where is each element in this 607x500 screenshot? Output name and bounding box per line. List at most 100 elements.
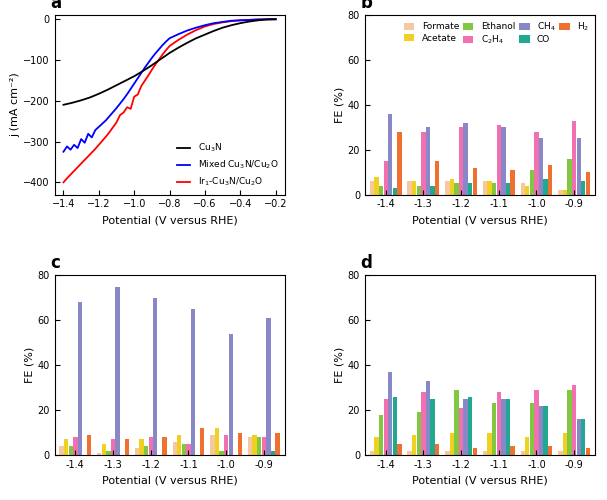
Bar bbox=[464, 399, 468, 455]
Y-axis label: FE (%): FE (%) bbox=[25, 347, 35, 384]
Text: c: c bbox=[50, 254, 60, 272]
Bar bbox=[384, 161, 388, 194]
X-axis label: Potential (V versus RHE): Potential (V versus RHE) bbox=[102, 215, 237, 225]
Bar bbox=[238, 432, 242, 455]
Bar bbox=[577, 138, 581, 194]
Bar bbox=[525, 437, 529, 455]
Bar bbox=[262, 437, 266, 455]
Bar bbox=[149, 437, 153, 455]
Bar bbox=[492, 184, 497, 194]
Bar bbox=[473, 168, 477, 194]
Bar bbox=[468, 184, 472, 194]
Bar bbox=[111, 440, 115, 455]
Y-axis label: j (mA cm⁻²): j (mA cm⁻²) bbox=[10, 72, 21, 137]
Bar bbox=[450, 179, 454, 194]
Y-axis label: FE (%): FE (%) bbox=[335, 86, 345, 123]
Bar bbox=[487, 432, 492, 455]
Bar bbox=[454, 390, 459, 455]
Bar bbox=[572, 386, 576, 455]
Y-axis label: FE (%): FE (%) bbox=[335, 347, 345, 384]
Bar bbox=[497, 392, 501, 455]
Bar bbox=[539, 406, 543, 455]
Bar bbox=[454, 184, 459, 194]
Bar bbox=[558, 190, 563, 194]
Bar bbox=[501, 399, 506, 455]
Bar bbox=[219, 450, 224, 455]
Bar bbox=[548, 446, 552, 455]
Bar bbox=[506, 184, 510, 194]
Bar bbox=[393, 188, 397, 194]
Bar bbox=[445, 181, 450, 194]
Bar bbox=[586, 448, 590, 455]
Bar bbox=[492, 404, 497, 455]
Bar bbox=[534, 390, 538, 455]
Bar bbox=[135, 448, 139, 455]
Bar bbox=[426, 127, 430, 194]
Legend: Cu$_3$N, Mixed Cu$_3$N/Cu$_2$O, Ir$_1$-Cu$_3$N/Cu$_2$O: Cu$_3$N, Mixed Cu$_3$N/Cu$_2$O, Ir$_1$-C… bbox=[173, 138, 282, 192]
X-axis label: Potential (V versus RHE): Potential (V versus RHE) bbox=[102, 476, 237, 486]
Bar bbox=[468, 396, 472, 455]
Bar bbox=[563, 432, 567, 455]
Bar bbox=[586, 172, 590, 195]
Bar bbox=[210, 435, 214, 455]
Bar bbox=[435, 444, 439, 455]
Bar bbox=[407, 181, 412, 194]
Bar bbox=[181, 444, 186, 455]
Bar bbox=[412, 435, 416, 455]
Bar bbox=[69, 446, 73, 455]
Bar bbox=[177, 435, 181, 455]
Bar bbox=[521, 450, 525, 455]
Bar bbox=[191, 309, 195, 455]
Bar bbox=[483, 450, 487, 455]
Bar bbox=[393, 396, 397, 455]
Bar bbox=[172, 442, 177, 455]
Bar bbox=[379, 414, 383, 455]
Bar bbox=[445, 450, 450, 455]
Bar bbox=[421, 132, 426, 194]
Bar bbox=[375, 176, 379, 194]
Bar bbox=[271, 450, 275, 455]
Bar bbox=[510, 446, 515, 455]
Bar bbox=[106, 450, 110, 455]
Bar bbox=[416, 412, 421, 455]
Bar bbox=[525, 186, 529, 194]
Bar bbox=[384, 399, 388, 455]
Bar bbox=[124, 440, 129, 455]
Bar bbox=[257, 437, 262, 455]
Bar bbox=[102, 444, 106, 455]
Text: d: d bbox=[361, 254, 372, 272]
Bar bbox=[543, 406, 548, 455]
Bar bbox=[215, 428, 219, 455]
Bar bbox=[426, 381, 430, 455]
Bar bbox=[521, 184, 525, 194]
Bar bbox=[581, 419, 586, 455]
Bar bbox=[73, 437, 78, 455]
Bar bbox=[412, 181, 416, 194]
Bar bbox=[186, 444, 191, 455]
Legend: Formate, Acetate, Ethanol, C$_2$H$_4$, CH$_4$, CO, H$_2$: Formate, Acetate, Ethanol, C$_2$H$_4$, C… bbox=[401, 18, 592, 49]
Bar bbox=[497, 125, 501, 194]
Bar bbox=[563, 190, 567, 194]
Bar bbox=[276, 432, 280, 455]
Bar bbox=[464, 123, 468, 194]
Bar bbox=[248, 437, 253, 455]
X-axis label: Potential (V versus RHE): Potential (V versus RHE) bbox=[412, 476, 548, 486]
Bar bbox=[568, 158, 572, 194]
Bar bbox=[266, 318, 271, 455]
Bar bbox=[430, 399, 435, 455]
Bar bbox=[370, 450, 374, 455]
Text: a: a bbox=[50, 0, 61, 12]
Bar bbox=[370, 181, 374, 194]
Bar bbox=[78, 302, 82, 455]
Bar bbox=[530, 404, 534, 455]
Bar bbox=[548, 166, 552, 194]
Bar bbox=[144, 446, 148, 455]
Bar bbox=[506, 399, 510, 455]
Bar bbox=[97, 453, 101, 455]
Bar bbox=[430, 186, 435, 194]
Bar bbox=[459, 408, 463, 455]
Bar bbox=[397, 132, 402, 194]
Bar bbox=[253, 435, 257, 455]
Bar bbox=[64, 440, 69, 455]
Bar bbox=[407, 450, 412, 455]
